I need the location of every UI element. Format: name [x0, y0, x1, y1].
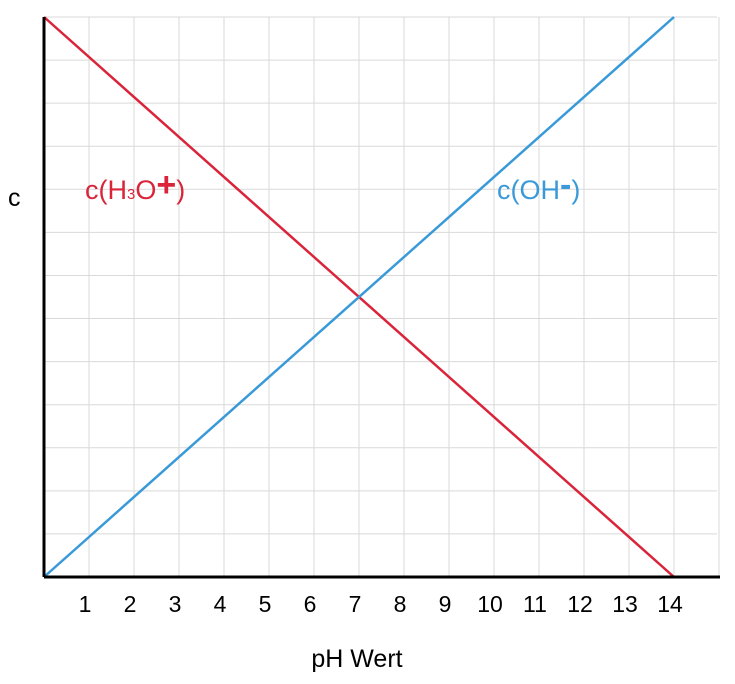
- series-label-oh-sup: -: [560, 166, 571, 204]
- x-tick-label: 13: [612, 591, 638, 617]
- series-label-h3o-sub: 3: [127, 186, 135, 203]
- x-tick-label: 2: [124, 591, 137, 617]
- x-tick-label: 14: [657, 591, 683, 617]
- series-label-h3o-suffix: ): [176, 175, 185, 205]
- x-tick-label: 11: [523, 591, 547, 617]
- series-label-oh-suffix: ): [571, 175, 580, 205]
- x-tick-label: 3: [169, 591, 182, 617]
- y-axis-label: c: [8, 184, 21, 212]
- series-line-oh: [43, 16, 675, 578]
- series-label-h3o: c(H3O+): [85, 166, 185, 205]
- x-tick-label: 7: [349, 591, 362, 617]
- series-label-h3o-mid: O: [135, 175, 156, 205]
- x-tick-labels: 1 2 3 4 5 6 7 8 9 10 11 12 13 14: [79, 591, 683, 617]
- x-tick-label: 6: [304, 591, 317, 617]
- axes: [42, 17, 720, 579]
- series-label-h3o-sup: +: [156, 166, 176, 204]
- series-label-oh: c(OH-): [497, 166, 580, 205]
- x-tick-label: 5: [259, 591, 272, 617]
- x-tick-label: 10: [477, 591, 503, 617]
- grid: [43, 16, 720, 578]
- x-tick-label: 12: [567, 591, 593, 617]
- series-label-h3o-prefix: c(H: [85, 175, 127, 205]
- series-label-oh-prefix: c(OH: [497, 175, 560, 205]
- series-lines: [43, 16, 675, 578]
- x-tick-label: 8: [394, 591, 407, 617]
- x-tick-label: 4: [214, 591, 227, 617]
- x-axis-label: pH Wert: [311, 645, 402, 673]
- x-tick-label: 1: [79, 591, 92, 617]
- x-tick-label: 9: [439, 591, 452, 617]
